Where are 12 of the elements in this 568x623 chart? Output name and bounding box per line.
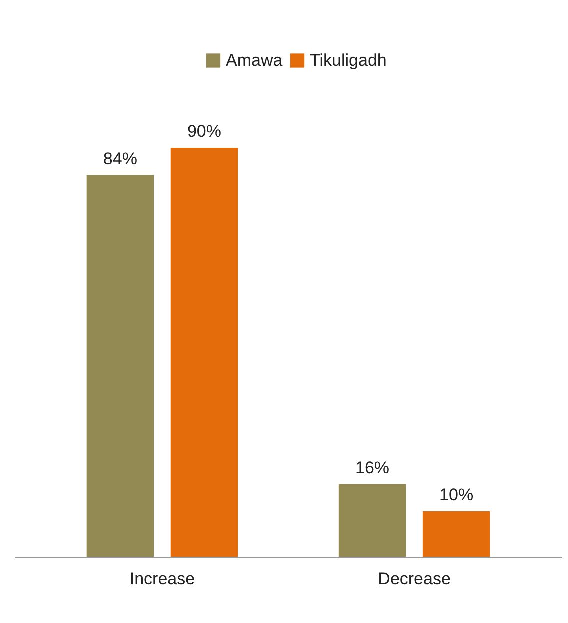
x-tick-label: Increase [130,570,196,588]
x-tick-label: Decrease [378,570,451,588]
data-label: 90% [187,122,222,141]
legend-label: Amawa [226,50,284,70]
legend-label: Tikuligadh [310,50,387,70]
data-label: 10% [440,486,474,505]
bar [86,175,154,557]
bar [338,484,406,557]
data-label: 84% [103,149,138,168]
bar [170,148,238,557]
bar [422,512,490,557]
data-label: 16% [356,458,390,478]
